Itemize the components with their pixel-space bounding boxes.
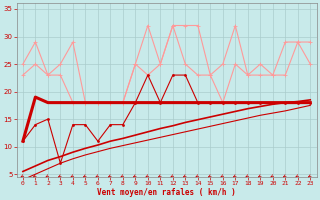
X-axis label: Vent moyen/en rafales ( km/h ): Vent moyen/en rafales ( km/h ) <box>97 188 236 197</box>
